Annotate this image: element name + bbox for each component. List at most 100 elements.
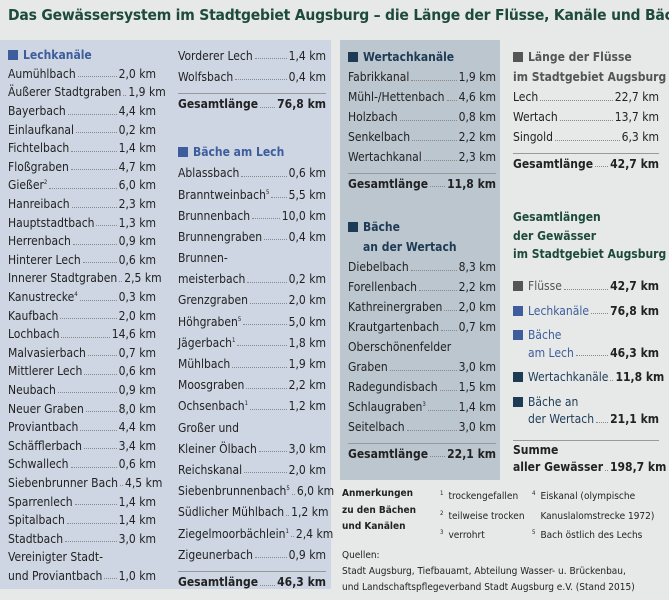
dot-leader	[590, 313, 609, 315]
list-item: Lech 22,7 km	[513, 87, 659, 107]
item-name-wrap: Moosgraben	[178, 378, 244, 392]
item-length: 1,4 km	[118, 141, 156, 156]
item-name: Kanustrecke	[8, 290, 75, 305]
item-name: Hinterer Lech	[8, 252, 81, 267]
dot-leader	[244, 472, 287, 474]
summary-name: der Wertach	[528, 412, 595, 427]
item-name-wrap: Mittlerer Lech	[8, 364, 82, 378]
item-name-wrap: Spitalbach	[8, 513, 65, 527]
item-length: 2,2 km	[458, 280, 496, 294]
dot-leader	[444, 309, 457, 311]
item-name: Graben	[348, 360, 388, 374]
list-item: Ablassbach 0,6 km	[178, 163, 326, 184]
item-name-wrap: Graben	[348, 360, 388, 374]
summary-name: Wertachkanäle	[528, 370, 609, 385]
item-name: Siebenbrunnenbach	[178, 484, 287, 499]
item-name: Gesamtlänge	[178, 575, 259, 590]
item-name: Südlicher Mühlbach	[178, 505, 285, 520]
footnote-text: Eiskanal (olympische	[540, 491, 636, 502]
dot-leader	[82, 262, 117, 264]
item-length: 0,4 km	[288, 69, 326, 84]
footnote: 0Kanuslalomstrecke 1972)	[532, 506, 669, 526]
footnote-marker: 4	[74, 291, 78, 299]
square-bullet-icon	[513, 330, 523, 341]
item-name: Holzbach	[348, 110, 398, 124]
item-length: 76,8 km	[277, 97, 326, 112]
item-name: Schäfflerbach	[8, 438, 83, 453]
item-name: Höhgraben	[178, 314, 238, 329]
section-title: Länge der Flüsse	[528, 50, 632, 64]
item-name: Vorderer Lech	[178, 48, 253, 63]
section-header: Länge der Flüsse	[513, 47, 659, 67]
dot-leader	[123, 94, 127, 96]
list-item: Hinterer Lech 0,6 km	[8, 251, 156, 270]
item-name-wrap: Kaufbach	[8, 309, 58, 323]
list-item: Singold 6,3 km	[513, 127, 659, 147]
item-length: 6,0 km	[296, 484, 335, 499]
item-name-wrap: Malvasierbach	[8, 346, 86, 360]
item-length: 4,4 km	[118, 420, 156, 435]
item-name: Brunnengraben	[178, 229, 263, 244]
item-name-wrap: Kanustrecke4	[8, 290, 78, 304]
list-item: Bayerbach 4,4 km	[8, 102, 156, 121]
item-name-wrap: Wolfsbach	[178, 70, 233, 84]
dot-leader	[96, 225, 117, 227]
dot-leader	[291, 493, 295, 495]
dot-leader	[596, 421, 609, 423]
list-item: Kaufbach 2,0 km	[8, 306, 156, 325]
dot-leader	[260, 106, 276, 108]
list-item: Kanustrecke4 0,3 km	[8, 288, 156, 307]
dot-leader	[104, 578, 117, 580]
footnote-marker: 1	[285, 527, 289, 535]
list-item: Stadtbach 3,0 km	[8, 529, 156, 548]
item-length: 1,2 km	[288, 399, 326, 414]
footnote-marker: 5	[286, 485, 290, 493]
item-name: Oberschönenfelder	[348, 340, 452, 354]
item-length: 2,0 km	[118, 308, 156, 323]
dot-leader	[74, 504, 117, 506]
summary-column: Länge der Flüsse im Stadtgebiet Augsburg L…	[513, 47, 666, 477]
square-bullet-icon	[348, 52, 358, 62]
item-length: 0,9 km	[118, 234, 156, 249]
dot-leader	[271, 197, 287, 199]
list-item: Moosgraben 2,2 km	[178, 375, 326, 396]
list-item: Aumühlbach 2,0 km	[8, 65, 156, 84]
item-length: 2,2 km	[458, 130, 496, 144]
item-length: 0,3 km	[118, 290, 156, 305]
item-length: 1,3 km	[118, 215, 156, 230]
item-length: 0,7 km	[458, 320, 496, 334]
summary-heading: Gesamtlängen	[513, 210, 601, 225]
list-item: Kleiner Ölbach 3,0 km	[178, 438, 326, 459]
list-item: Mühlbach 1,9 km	[178, 353, 326, 374]
item-name-wrap: Gesamtlänge	[178, 575, 258, 589]
item-name: Aumühlbach	[8, 66, 76, 81]
item-length: 2,3 km	[118, 197, 156, 212]
item-name: Ochsenbach	[178, 399, 245, 414]
sources-label: Quellen:	[342, 550, 380, 561]
item-length: 4,6 km	[458, 90, 496, 104]
list-item: Gesamtlänge 76,8 km	[178, 93, 326, 114]
item-name-wrap: meisterbach	[178, 272, 245, 286]
dot-leader	[441, 329, 457, 331]
item-name-wrap: Wertach	[513, 110, 558, 124]
summary-length: 11,8 km	[615, 370, 665, 385]
list-item: Siebenbrunnenbach5 6,0 km	[178, 481, 334, 502]
summary-heading: der Gewässer	[513, 228, 597, 243]
dot-leader	[241, 175, 287, 177]
dot-leader	[439, 389, 457, 391]
square-bullet-icon	[513, 396, 523, 407]
source-line: und Landschaftspflegeverband Stadt Augsb…	[342, 582, 635, 593]
item-name: Lech	[513, 90, 539, 104]
item-name-wrap: Mühlbach	[178, 357, 230, 371]
item-name: Vereinigter Stadt-	[8, 550, 104, 565]
item-name: Branntweinbach	[178, 187, 266, 202]
dot-leader	[71, 206, 117, 208]
item-name-wrap: Lochbach	[8, 327, 59, 341]
grand-total-length: 198,7 km	[610, 460, 667, 475]
list-item: Brunnenbach 10,0 km	[178, 205, 326, 226]
item-length: 2,3 km	[458, 150, 496, 164]
item-name: Brunnen-	[178, 251, 228, 266]
grand-total-line: aller Gewässer 198,7 km	[513, 459, 666, 477]
footnote-marker: 2	[43, 179, 48, 187]
item-length: 0,8 km	[458, 110, 496, 124]
